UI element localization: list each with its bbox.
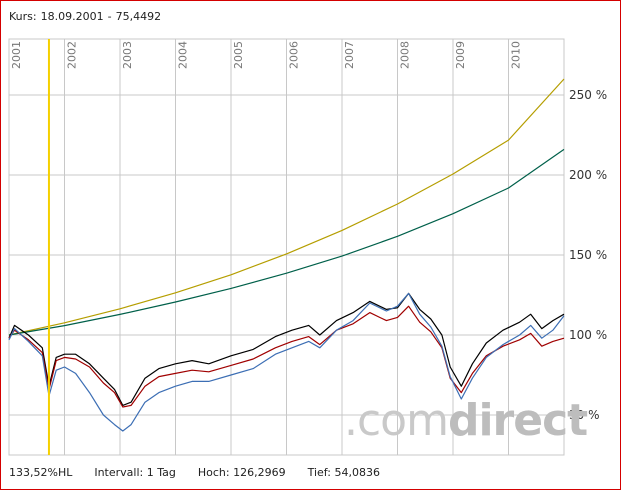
chart-grid — [8, 38, 565, 456]
x-tick-label: 2003 — [121, 41, 134, 69]
y-tick-label: 250 % — [569, 88, 607, 102]
price-header: Kurs: 18.09.2001-75,4492 — [9, 10, 165, 23]
series-line-2 — [8, 148, 565, 336]
stats-footer: 133,52%HL Intervall: 1 Tag Hoch: 126,2969 T… — [9, 466, 402, 479]
y-tick-label: 200 % — [569, 168, 607, 182]
x-tick-label: 2002 — [66, 41, 79, 69]
x-tick-label: 2007 — [343, 41, 356, 69]
x-tick-label: 2010 — [510, 41, 523, 69]
y-tick-label: 50 % — [569, 408, 600, 422]
chart-series — [8, 78, 565, 432]
low-stat: Tief: 54,0836 — [307, 466, 380, 479]
chart-tick-labels: 50 % 100 % 150 % 200 % 250 % 2001 2002 2003 2004… — [10, 41, 607, 422]
kurs-separator: - — [107, 10, 112, 23]
series-line-3 — [8, 292, 565, 406]
series-line-4 — [8, 305, 565, 408]
comdirect-watermark: .comdirect — [344, 395, 588, 446]
performance-stat: 133,52%HL — [9, 466, 73, 479]
x-tick-label: 2006 — [288, 41, 301, 69]
interval-stat: Intervall: 1 Tag — [94, 466, 176, 479]
y-tick-label: 150 % — [569, 248, 607, 262]
x-tick-label: 2004 — [177, 41, 190, 69]
x-tick-label: 2009 — [454, 41, 467, 69]
kurs-label: Kurs: — [9, 10, 37, 23]
x-tick-label: 2001 — [10, 41, 23, 69]
x-tick-label: 2008 — [399, 41, 412, 69]
series-line-5 — [8, 292, 565, 432]
kurs-value: 75,4492 — [115, 10, 162, 23]
x-tick-label: 2005 — [232, 41, 245, 69]
series-line-1 — [8, 78, 565, 336]
high-stat: Hoch: 126,2969 — [197, 466, 286, 479]
y-tick-label: 100 % — [569, 328, 607, 342]
kurs-date: 18.09.2001 — [40, 10, 104, 23]
